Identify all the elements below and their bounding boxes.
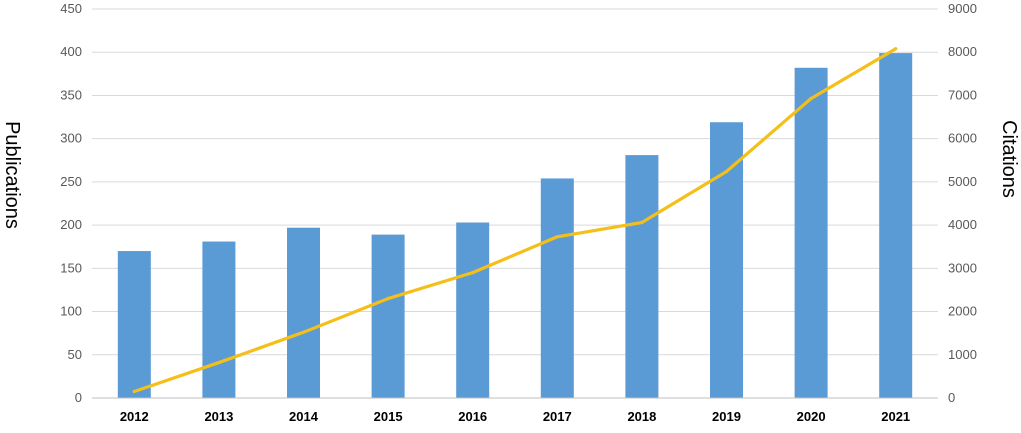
x-tick-label: 2020 (797, 409, 826, 424)
y-tick-label: 0 (75, 390, 82, 405)
y-axis-right-title: Citations (998, 120, 1020, 198)
y2-tick-label: 5000 (948, 174, 977, 189)
line-point (217, 360, 221, 365)
bar (794, 67, 828, 398)
line-point (471, 271, 475, 275)
line-point (809, 96, 813, 101)
y2-tick-label: 0 (948, 390, 955, 405)
y2-tick-label: 3000 (948, 260, 977, 275)
bar (202, 241, 236, 398)
line-point (301, 330, 306, 334)
y-tick-label: 300 (60, 131, 82, 146)
y-axis-right-ticks: 0 1000 2000 3000 4000 5000 6000 7000 8000 9000 (948, 1, 977, 405)
line-series-path (132, 47, 898, 394)
bar (879, 53, 913, 398)
bar (287, 227, 320, 398)
y2-tick-label: 6000 (948, 131, 977, 146)
y-tick-label: 350 (60, 87, 82, 102)
x-tick-label: 2021 (881, 409, 910, 424)
y2-tick-label: 4000 (948, 217, 977, 232)
x-tick-label: 2019 (712, 409, 741, 424)
y2-tick-label: 8000 (948, 44, 977, 59)
y2-tick-label: 9000 (948, 1, 977, 16)
y-axis-left-title: Publications (1, 121, 23, 229)
y2-tick-label: 7000 (948, 87, 977, 102)
line-point (386, 296, 390, 301)
bar (625, 155, 659, 398)
bar (710, 122, 743, 399)
bar (540, 178, 574, 398)
y-tick-label: 450 (60, 1, 82, 16)
x-tick-label: 2017 (543, 409, 572, 424)
x-tick-label: 2013 (204, 409, 233, 424)
y2-tick-label: 1000 (948, 347, 977, 362)
bar-series (117, 53, 913, 399)
x-tick-label: 2014 (289, 409, 319, 424)
line-series (132, 47, 898, 394)
y-tick-label: 250 (60, 174, 82, 189)
x-axis-ticks: 2012 2013 2014 2015 2016 2017 2018 2019 2020 2021 (120, 409, 910, 424)
bar (371, 234, 405, 398)
x-tick-label: 2016 (458, 409, 487, 424)
bar (456, 222, 490, 398)
x-tick-label: 2018 (627, 409, 656, 424)
y2-tick-label: 2000 (948, 304, 977, 319)
y-tick-label: 100 (60, 304, 82, 319)
y-tick-label: 50 (68, 347, 82, 362)
line-point (132, 389, 136, 394)
line-point (724, 169, 729, 174)
line-point (555, 235, 559, 239)
line-point (640, 220, 644, 225)
y-tick-label: 150 (60, 260, 82, 275)
bar (117, 251, 151, 398)
x-tick-label: 2012 (120, 409, 149, 424)
x-tick-label: 2015 (374, 409, 403, 424)
y-tick-label: 200 (60, 217, 82, 232)
y-tick-label: 400 (60, 44, 82, 59)
line-point (894, 47, 898, 51)
y-axis-left-ticks: 0 50 100 150 200 250 300 350 400 450 (60, 1, 82, 405)
